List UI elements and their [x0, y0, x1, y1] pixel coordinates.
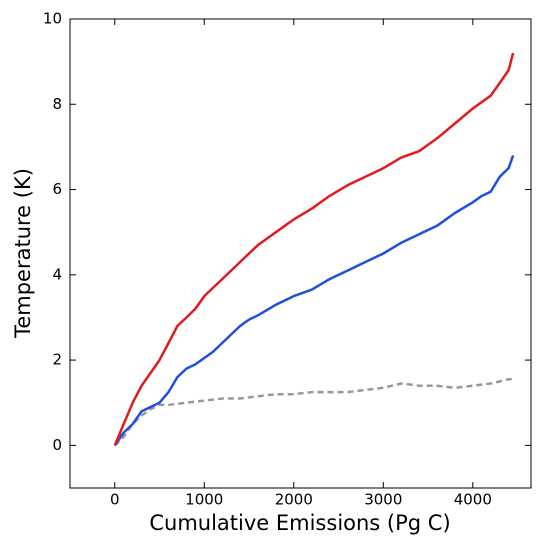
x-tick-label: 1000: [185, 491, 223, 509]
y-tick-label: 4: [52, 265, 62, 283]
line-series: [113, 154, 515, 447]
x-tick-label: 2000: [275, 491, 313, 509]
line-series: [113, 52, 515, 446]
x-axis-label: Cumulative Emissions (Pg C): [149, 511, 450, 535]
x-tick-label: 3000: [364, 491, 402, 509]
y-tick-label: 2: [52, 351, 62, 369]
x-tick-label: 4000: [454, 491, 492, 509]
plot-frame: [69, 18, 532, 489]
line-series: [113, 378, 514, 447]
y-axis-label: Temperature (K): [11, 168, 35, 339]
y-tick-label: 0: [52, 436, 62, 454]
y-tick-label: 8: [52, 95, 62, 113]
y-tick-label: 10: [43, 10, 62, 28]
x-tick-label: 0: [110, 491, 120, 509]
y-tick-label: 6: [52, 180, 62, 198]
